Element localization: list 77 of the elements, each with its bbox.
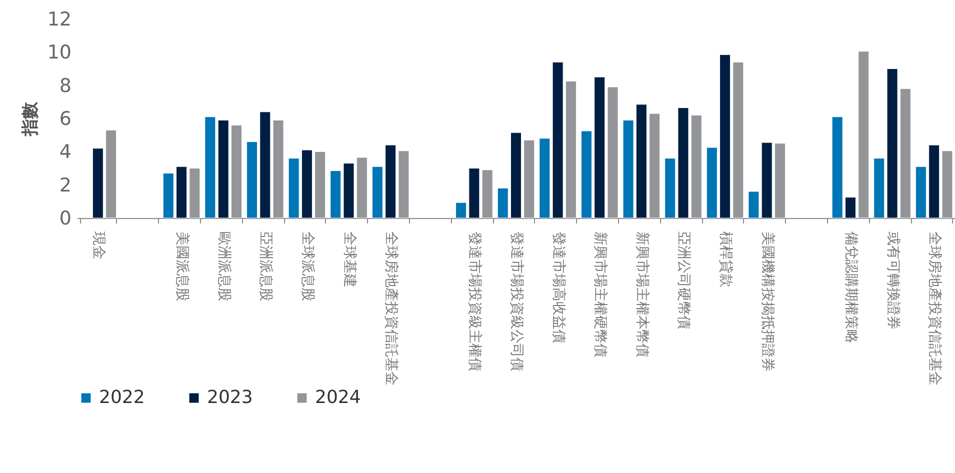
- bar: [858, 51, 870, 218]
- bar: [356, 157, 368, 218]
- bar: [649, 113, 660, 218]
- x-tick-label: 新興市場主權本幣債: [634, 232, 650, 358]
- bar: [330, 170, 342, 218]
- bar: [607, 86, 618, 218]
- y-tick-label: 0: [59, 208, 72, 230]
- y-tick-label: 6: [59, 108, 72, 130]
- bar: [720, 54, 731, 218]
- bar: [301, 150, 312, 218]
- bar: [874, 158, 885, 218]
- bar: [204, 116, 216, 218]
- bar: [748, 191, 760, 218]
- bar: [106, 130, 117, 218]
- y-tick-label: 2: [59, 174, 72, 196]
- bar: [92, 148, 104, 218]
- legend-label: 2023: [207, 387, 253, 408]
- bar: [218, 120, 229, 218]
- legend-label: 2022: [99, 387, 145, 408]
- bar: [272, 120, 284, 218]
- bar: [678, 107, 689, 218]
- bar: [622, 120, 634, 218]
- x-tick-label: 發達市場高收益債: [550, 232, 566, 344]
- bar: [162, 172, 174, 218]
- bar: [385, 144, 396, 218]
- y-tick-label: 4: [59, 141, 72, 164]
- bar: [176, 166, 188, 218]
- x-tick-label: 備兌認購期權策略: [842, 232, 859, 344]
- bar: [900, 88, 911, 218]
- bar: [915, 166, 926, 218]
- bar: [886, 68, 898, 218]
- bar: [288, 158, 300, 218]
- x-tick-label: 歐洲派息股: [216, 232, 232, 302]
- bar: [706, 147, 718, 218]
- y-tick-label: 8: [59, 74, 72, 97]
- bar: [260, 112, 271, 218]
- x-tick-label: 新興市場主權硬幣債: [592, 232, 608, 358]
- bar: [497, 188, 508, 218]
- bar: [594, 76, 606, 218]
- bar: [565, 80, 576, 218]
- bar: [230, 124, 242, 218]
- y-tick-label: 12: [47, 8, 72, 30]
- bar: [372, 166, 383, 218]
- bar: [189, 168, 200, 218]
- x-tick-label: 全球房地產投資信託基金: [383, 232, 400, 386]
- bar: [732, 62, 744, 218]
- bar: [510, 132, 522, 218]
- legend-label: 2024: [315, 387, 361, 408]
- bar: [761, 142, 772, 218]
- x-tick-label: 發達市場投資級公司債: [508, 232, 524, 372]
- x-tick-label: 美國派息股: [174, 232, 190, 302]
- y-axis-title: 指數: [20, 101, 40, 137]
- bar: [832, 116, 843, 218]
- x-tick-label: 槓桿貸款: [718, 232, 734, 288]
- x-tick-label: 現金: [90, 232, 106, 260]
- bar: [774, 143, 786, 218]
- bar: [343, 163, 354, 218]
- bar: [456, 202, 467, 218]
- bar: [314, 151, 326, 218]
- x-tick-label: 亞洲派息股: [258, 232, 274, 302]
- bar: [690, 114, 702, 218]
- bar: [664, 158, 676, 218]
- x-tick-label: 發達市場投資級主權債: [466, 232, 483, 372]
- x-tick-label: 全球派息股: [299, 232, 316, 302]
- bar: [636, 104, 647, 218]
- x-tick-label: 全球基建: [341, 232, 358, 288]
- x-tick-label: 美國機構按揭抵押證券: [759, 232, 776, 372]
- bar: [844, 197, 856, 218]
- bar: [928, 144, 940, 218]
- bar: [524, 140, 535, 218]
- bar: [246, 141, 258, 218]
- x-tick-label: 亞洲公司硬幣債: [676, 232, 692, 330]
- y-tick-label: 10: [47, 42, 72, 64]
- bar: [580, 130, 592, 218]
- x-tick-label: 或有可轉換證券: [884, 232, 901, 330]
- bar: [398, 150, 410, 218]
- x-tick-label: 全球房地產投資信託基金: [926, 232, 943, 386]
